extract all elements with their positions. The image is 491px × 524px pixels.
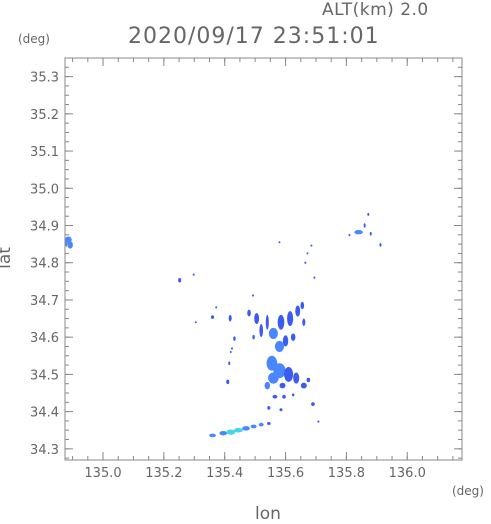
x-tick-label: 135.4 bbox=[206, 466, 243, 481]
tick-label-layer: 135.0 135.2 135.4 135.6 135.8 136.0 34.3 34.4 34… bbox=[30, 71, 426, 481]
y-tick-label: 35.2 bbox=[30, 108, 59, 123]
echo-patch bbox=[228, 314, 232, 322]
echo-patch bbox=[272, 394, 278, 399]
y-tick-label: 35.1 bbox=[30, 145, 59, 160]
echo-layer bbox=[65, 212, 382, 438]
x-axis-unit: (deg) bbox=[452, 484, 484, 498]
echo-patch bbox=[264, 381, 271, 390]
echo-patch bbox=[313, 276, 316, 279]
echo-patch bbox=[354, 229, 363, 235]
echo-patch bbox=[242, 426, 250, 431]
echo-patch bbox=[258, 422, 264, 427]
echo-patch bbox=[304, 261, 307, 264]
echo-patch bbox=[367, 212, 370, 216]
y-tick-label: 34.8 bbox=[30, 257, 59, 272]
echo-patch bbox=[215, 306, 218, 309]
echo-patch bbox=[226, 379, 230, 385]
y-tick-label: 34.3 bbox=[30, 443, 59, 458]
echo-patch bbox=[192, 273, 195, 276]
echo-patch bbox=[293, 372, 300, 384]
echo-patch bbox=[277, 314, 285, 330]
y-tick-label: 34.5 bbox=[30, 368, 59, 383]
x-tick-label: 136.0 bbox=[389, 466, 426, 481]
echo-patch bbox=[279, 382, 286, 389]
echo-patch bbox=[274, 340, 285, 353]
echo-patch bbox=[278, 241, 281, 244]
echo-patch bbox=[300, 301, 305, 310]
echo-patch bbox=[282, 335, 289, 347]
echo-patch bbox=[178, 277, 182, 283]
echo-patch bbox=[252, 334, 255, 340]
echo-patch bbox=[302, 318, 306, 326]
echo-patch bbox=[252, 294, 255, 297]
echo-patch bbox=[291, 393, 295, 397]
echo-patch bbox=[279, 408, 283, 412]
echo-patch bbox=[317, 420, 320, 423]
y-tick-label: 34.9 bbox=[30, 220, 59, 235]
echo-patch bbox=[267, 406, 271, 410]
echo-patch bbox=[363, 223, 366, 228]
echo-patch bbox=[228, 361, 231, 366]
y-tick-label: 35.0 bbox=[30, 182, 59, 197]
echo-patch bbox=[233, 336, 236, 341]
tick-layer bbox=[65, 57, 462, 460]
echo-patch bbox=[265, 314, 269, 330]
altitude-label: ALT(km) 2.0 bbox=[322, 0, 429, 20]
echo-patch bbox=[250, 424, 257, 429]
x-tick-label: 135.2 bbox=[145, 466, 182, 481]
y-tick-label: 34.4 bbox=[30, 406, 59, 421]
x-tick-label: 135.6 bbox=[267, 466, 304, 481]
echo-patch bbox=[226, 429, 236, 435]
echo-patch bbox=[219, 430, 227, 436]
echo-patch bbox=[233, 427, 243, 433]
echo-patch bbox=[295, 305, 301, 317]
echo-patch bbox=[290, 333, 296, 341]
echo-patch bbox=[300, 382, 307, 389]
echo-patch bbox=[268, 372, 279, 384]
echo-patch bbox=[348, 234, 351, 237]
echo-patch bbox=[306, 252, 309, 255]
echo-patch bbox=[369, 231, 372, 236]
echo-patch bbox=[268, 327, 278, 340]
x-axis-label: lon bbox=[255, 504, 281, 524]
echo-patch bbox=[209, 433, 216, 438]
echo-patch bbox=[231, 347, 234, 350]
echo-patch bbox=[306, 377, 311, 383]
echo-patch bbox=[254, 312, 260, 325]
echo-patch bbox=[266, 422, 271, 426]
echo-patch bbox=[310, 244, 313, 247]
timestamp: 2020/09/17 23:51:01 bbox=[128, 24, 380, 49]
echo-patch bbox=[211, 315, 215, 319]
echo-patch bbox=[247, 309, 251, 317]
echo-patch bbox=[379, 242, 382, 247]
y-tick-label: 35.3 bbox=[30, 71, 59, 86]
x-tick-label: 135.0 bbox=[84, 466, 121, 481]
y-axis-unit: (deg) bbox=[18, 32, 50, 46]
echo-patch bbox=[67, 241, 73, 249]
y-tick-label: 34.6 bbox=[30, 331, 59, 346]
echo-patch bbox=[284, 366, 294, 382]
plot-frame bbox=[64, 57, 463, 461]
echo-patch bbox=[194, 321, 197, 324]
echo-patch bbox=[287, 311, 294, 326]
y-tick-label: 34.7 bbox=[30, 294, 59, 309]
echo-patch bbox=[229, 351, 232, 354]
echo-patch bbox=[259, 323, 264, 337]
echo-patch bbox=[282, 394, 286, 399]
echo-patch bbox=[311, 402, 315, 407]
x-tick-label: 135.8 bbox=[328, 466, 365, 481]
